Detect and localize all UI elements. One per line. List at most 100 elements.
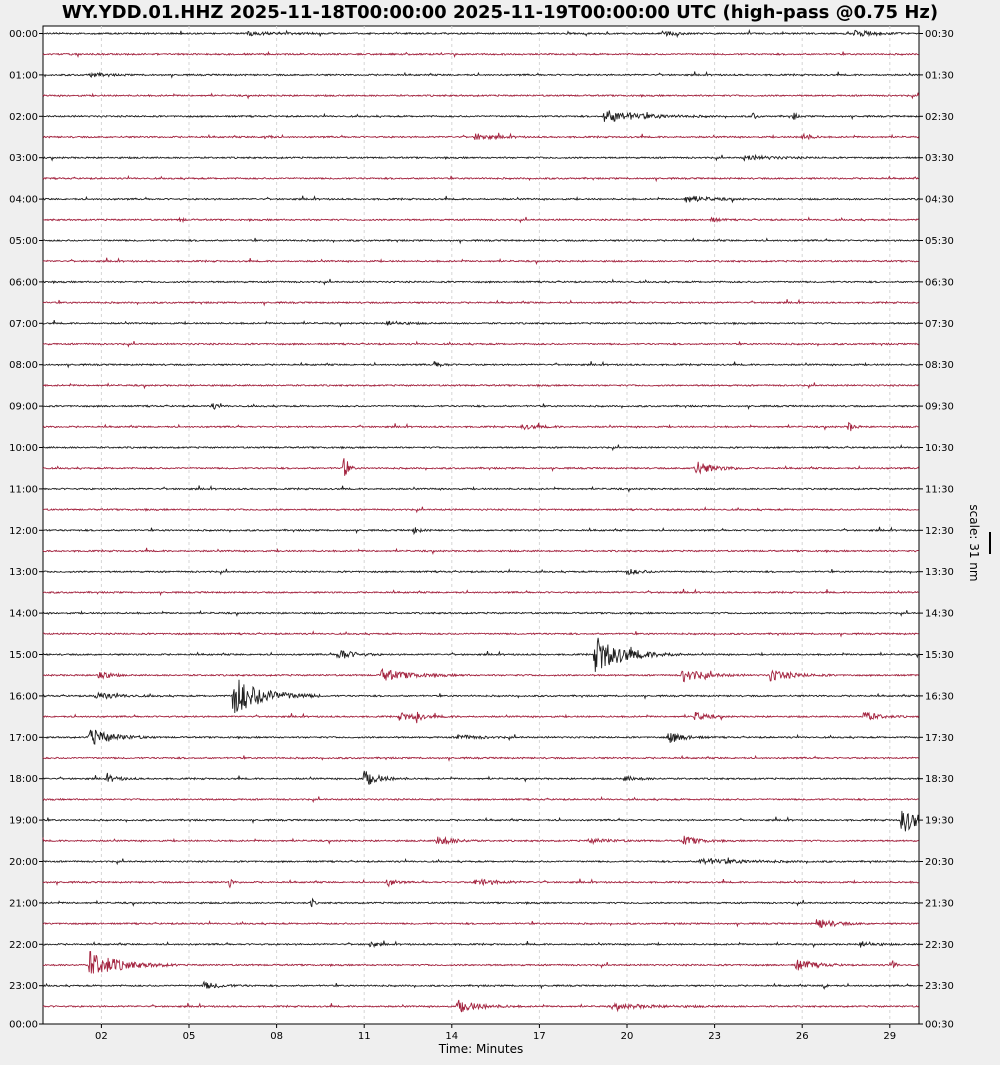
y-label-left: 20:00: [9, 857, 38, 868]
trace-line: [42, 679, 919, 713]
y-label-right: 02:30: [925, 112, 954, 123]
trace-line: [42, 999, 920, 1013]
trace-line: [42, 444, 919, 452]
y-label-right: 19:30: [925, 816, 954, 827]
trace-line: [42, 609, 920, 618]
trace-line: [42, 278, 919, 286]
y-label-left: 08:00: [9, 360, 38, 371]
trace-line: [42, 458, 920, 476]
trace-line: [42, 897, 919, 908]
y-label-left: 22:00: [9, 940, 38, 951]
y-label-left: 10:00: [9, 443, 38, 454]
trace-line: [42, 835, 919, 846]
x-tick-label: 08: [270, 1031, 283, 1042]
trace-line: [42, 216, 919, 224]
y-label-right: 06:30: [925, 277, 954, 288]
trace-line: [42, 153, 920, 162]
y-label-right: 04:30: [925, 195, 954, 206]
trace-line: [42, 857, 919, 866]
y-label-left: 02:00: [9, 112, 38, 123]
trace-line: [42, 588, 919, 597]
y-label-right: 23:30: [925, 981, 954, 992]
y-label-left: 19:00: [9, 816, 38, 827]
trace-line: [42, 810, 920, 832]
x-axis-label: Time: Minutes: [438, 1042, 524, 1056]
y-label-right: 12:30: [925, 526, 954, 537]
x-tick-label: 29: [883, 1031, 896, 1042]
trace-line: [42, 174, 919, 183]
y-label-right: 07:30: [925, 319, 954, 330]
trace-line: [42, 421, 919, 432]
y-label-right: 11:30: [925, 484, 954, 495]
trace-line: [42, 770, 920, 785]
trace-line: [42, 320, 920, 328]
scale-bar: [989, 532, 991, 554]
y-label-left: 23:00: [9, 981, 38, 992]
trace-line: [42, 878, 919, 889]
chart-title: WY.YDD.01.HHZ 2025-11-18T00:00:00 2025-1…: [61, 2, 939, 23]
y-label-left: 13:00: [9, 567, 38, 578]
y-label-right: 17:30: [925, 733, 954, 744]
y-label-right: 10:30: [925, 443, 954, 454]
y-label-left: 15:00: [9, 650, 38, 661]
y-label-left: 12:00: [9, 526, 38, 537]
x-tick-label: 11: [358, 1031, 371, 1042]
trace-line: [42, 257, 919, 266]
y-label-left: 11:00: [9, 484, 38, 495]
trace-line: [42, 403, 919, 410]
y-label-right: 14:30: [925, 609, 954, 620]
trace-line: [42, 382, 919, 390]
x-tick-label: 20: [621, 1031, 634, 1042]
trace-line: [42, 92, 920, 100]
trace-line: [42, 980, 919, 990]
x-tick-label: 26: [796, 1031, 809, 1042]
y-label-right: 13:30: [925, 567, 954, 578]
trace-line: [42, 506, 919, 514]
trace-line: [42, 940, 920, 949]
plot-area: [42, 25, 920, 1025]
x-tick-label: 02: [95, 1031, 108, 1042]
trace-line: [42, 950, 919, 974]
trace-line: [42, 298, 919, 307]
y-label-right: 08:30: [925, 360, 954, 371]
y-label-left: 16:00: [9, 691, 38, 702]
trace-line: [42, 526, 919, 536]
trace-line: [42, 360, 919, 369]
trace-line: [42, 630, 919, 638]
y-label-right: 03:30: [925, 153, 954, 164]
axes: 02 05 08 11 14 17 20 23 26 29 00:00 01:00 02:00 03:00…: [9, 29, 954, 1042]
trace-line: [42, 711, 920, 724]
y-label-right: 09:30: [925, 402, 954, 413]
trace-line: [42, 132, 920, 141]
trace-line: [42, 547, 919, 555]
trace-line: [42, 667, 920, 683]
y-label-left: 21:00: [9, 898, 38, 909]
y-label-right: 00:30: [925, 29, 954, 40]
x-tick-label: 17: [533, 1031, 546, 1042]
trace-line: [42, 484, 919, 493]
y-label-right: 15:30: [925, 650, 954, 661]
x-tick-label: 23: [708, 1031, 721, 1042]
y-label-left: 01:00: [9, 70, 38, 81]
y-label-right: 21:30: [925, 898, 954, 909]
trace-line: [42, 237, 920, 245]
y-label-left: 04:00: [9, 195, 38, 206]
trace-line: [42, 110, 919, 122]
trace-line: [42, 637, 920, 672]
trace-line: [42, 795, 919, 804]
y-label-left: 00:00: [9, 1020, 38, 1031]
y-label-left: 14:00: [9, 609, 38, 620]
trace-line: [42, 754, 920, 762]
trace-line: [42, 340, 919, 348]
trace-line: [42, 919, 919, 929]
trace-line: [42, 568, 919, 576]
y-label-left: 05:00: [9, 236, 38, 247]
y-label-left: 06:00: [9, 277, 38, 288]
trace-line: [42, 28, 919, 39]
trace-line: [42, 50, 919, 58]
y-label-right: 16:30: [925, 691, 954, 702]
x-tick-label: 05: [183, 1031, 196, 1042]
grid-lines: [100, 26, 891, 1024]
y-label-right: 00:30: [925, 1020, 954, 1031]
